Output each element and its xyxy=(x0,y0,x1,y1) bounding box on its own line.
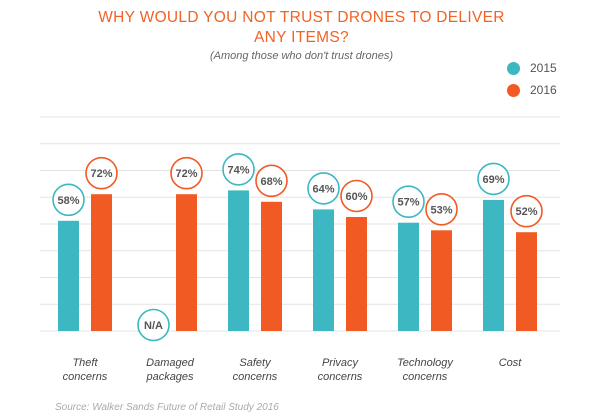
data-label: 57% xyxy=(397,197,419,209)
data-label: 72% xyxy=(175,168,197,180)
bar-2015 xyxy=(398,222,419,331)
chart-subtitle: (Among those who don't trust drones) xyxy=(209,50,394,62)
chart-title-line1: WHY WOULD YOU NOT TRUST DRONES TO DELIVE… xyxy=(98,9,505,26)
bar-2015 xyxy=(228,190,249,331)
category-label: Privacy xyxy=(322,357,360,369)
category-label: concerns xyxy=(233,371,278,383)
bar-2015 xyxy=(58,220,79,331)
bar-2016 xyxy=(261,201,282,331)
legend-swatch-2016 xyxy=(507,83,520,97)
bar-2016 xyxy=(91,194,112,331)
data-label-badge xyxy=(85,156,118,190)
data-label: 52% xyxy=(515,206,537,218)
data-label: 74% xyxy=(227,164,249,176)
bar-2015 xyxy=(483,199,504,331)
legend-label-2016: 2016 xyxy=(530,83,557,97)
data-label: 68% xyxy=(260,176,282,188)
data-label-badge xyxy=(255,164,288,198)
data-label: 53% xyxy=(430,204,452,216)
legend-item-2016: 2016 xyxy=(507,81,557,99)
category-label: Technology xyxy=(397,357,454,369)
bar-2016 xyxy=(176,194,197,331)
bar-2016 xyxy=(346,217,367,331)
category-label: packages xyxy=(145,371,194,383)
data-label-badge xyxy=(137,308,170,342)
data-label: 60% xyxy=(345,191,367,203)
data-label: 58% xyxy=(57,195,79,207)
data-label-badge xyxy=(425,193,458,226)
legend-label-2015: 2015 xyxy=(530,61,557,75)
bar-2015 xyxy=(313,209,334,331)
data-label: 69% xyxy=(482,174,504,186)
data-label-badge xyxy=(170,156,203,190)
data-label: 64% xyxy=(312,183,334,195)
legend-swatch-2015 xyxy=(507,61,520,75)
data-label-badge xyxy=(340,179,373,213)
data-label-badge xyxy=(222,153,255,186)
data-label: N/A xyxy=(144,320,163,332)
data-label-badge xyxy=(52,183,85,217)
category-label: concerns xyxy=(63,371,108,383)
bar-2016 xyxy=(431,230,452,331)
category-label: Theft xyxy=(72,357,98,369)
source-note: Source: Walker Sands Future of Retail St… xyxy=(55,402,279,413)
category-label: Safety xyxy=(239,357,272,369)
data-label-badge xyxy=(307,172,340,205)
data-label-badge xyxy=(510,194,543,228)
category-label: Damaged xyxy=(146,357,195,369)
data-label-badge xyxy=(477,162,510,196)
category-label: concerns xyxy=(318,371,363,383)
legend-item-2015: 2015 xyxy=(507,59,557,77)
category-label: concerns xyxy=(403,371,448,383)
chart-title-line2: ANY ITEMS? xyxy=(254,29,349,46)
category-label: Cost xyxy=(499,357,523,369)
data-label-badge xyxy=(392,185,425,218)
data-label: 72% xyxy=(90,168,112,180)
bar-2016 xyxy=(516,232,537,331)
